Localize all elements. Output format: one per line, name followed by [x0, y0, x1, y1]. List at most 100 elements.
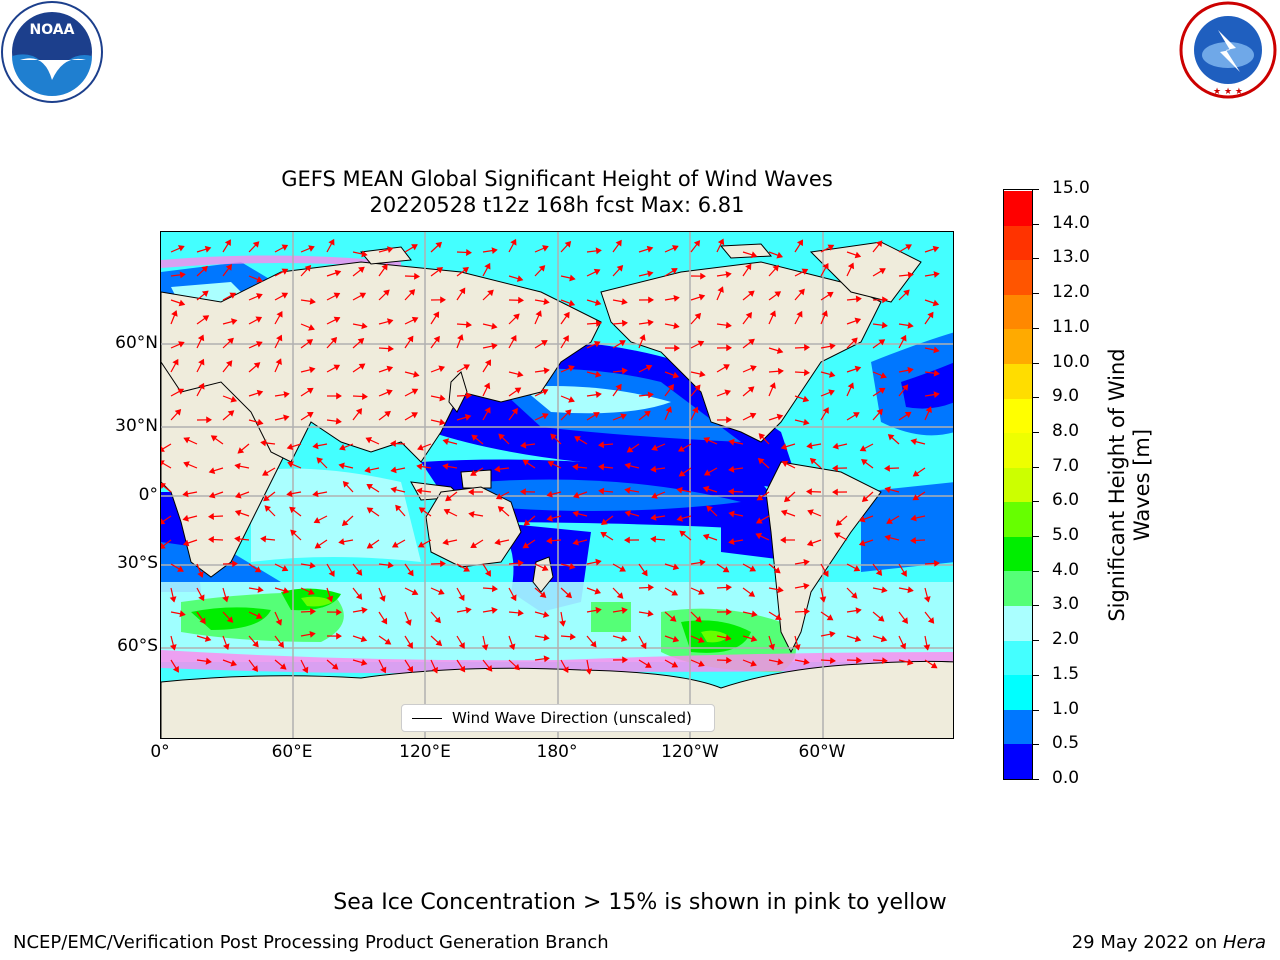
colorbar-segment	[1004, 709, 1032, 745]
wave-direction-arrowhead	[933, 346, 940, 354]
wave-direction-arrowhead	[225, 264, 232, 271]
wave-direction-arrowhead	[408, 289, 416, 296]
wave-direction-arrowhead	[283, 391, 290, 398]
wave-direction-arrowhead	[854, 317, 862, 325]
wave-direction-arrowhead	[717, 238, 725, 246]
wave-direction-arrowhead	[745, 263, 752, 271]
wave-direction-arrowhead	[777, 586, 784, 594]
wave-direction-arrowhead	[237, 447, 245, 454]
wave-direction-arrowhead	[535, 310, 542, 317]
wave-direction-arrowhead	[328, 238, 335, 246]
wave-direction-arrowhead	[879, 268, 886, 275]
wave-direction-arrowhead	[585, 668, 593, 675]
wave-direction-arrowhead	[590, 640, 597, 648]
wave-direction-arrowhead	[858, 515, 866, 523]
wave-direction-arrowhead	[316, 457, 324, 464]
wave-direction-arrowhead	[513, 663, 520, 671]
wave-direction-arrowhead	[826, 291, 834, 298]
wave-direction-arrowhead	[302, 666, 309, 674]
wave-direction-arrowhead	[829, 630, 836, 638]
wave-direction-arrowhead	[359, 292, 367, 299]
colorbar-tick-label: 10.0	[1052, 351, 1090, 372]
colorbar-tick-label: 5.0	[1052, 525, 1080, 546]
x-tick-120w: 120°W	[661, 742, 719, 762]
wave-direction-arrowhead	[161, 482, 167, 489]
wave-direction-arrowhead	[205, 657, 212, 665]
wave-direction-arrowhead	[881, 657, 888, 665]
footer-branch: NCEP/EMC/Verification Post Processing Pr…	[13, 932, 609, 953]
wave-direction-arrowhead	[595, 558, 602, 566]
wave-direction-arrowhead	[433, 335, 440, 343]
wave-direction-arrowhead	[572, 510, 579, 518]
wave-direction-arrowhead	[224, 239, 231, 246]
wave-direction-arrowhead	[769, 310, 777, 318]
wave-direction-arrowhead	[621, 367, 628, 375]
wave-direction-arrowhead	[183, 437, 191, 444]
wave-direction-arrowhead	[494, 465, 501, 473]
wave-direction-arrowhead	[725, 321, 732, 329]
legend-label: Wind Wave Direction (unscaled)	[452, 709, 692, 727]
wave-direction-arrowhead	[161, 542, 166, 549]
wave-direction-arrowhead	[202, 315, 210, 322]
wave-direction-arrowhead	[520, 488, 526, 496]
wave-direction-arrowhead	[262, 469, 269, 476]
wave-direction-arrowhead	[615, 239, 622, 247]
wave-direction-arrowhead	[804, 608, 810, 616]
wave-direction-arrowhead	[907, 658, 914, 666]
wave-direction-arrowhead	[728, 465, 735, 473]
wave-direction-arrowhead	[877, 615, 885, 622]
wave-direction-arrowhead	[804, 344, 810, 352]
wave-direction-arrowhead	[255, 612, 263, 619]
wave-direction-arrowhead	[543, 655, 550, 663]
wave-direction-arrowhead	[516, 275, 524, 282]
wave-direction-arrowhead	[619, 340, 626, 347]
wave-direction-arrowhead	[541, 413, 549, 420]
wave-direction-arrowhead	[832, 464, 838, 472]
wave-direction-arrowhead	[697, 340, 705, 347]
wave-direction-arrowhead	[565, 591, 573, 599]
wave-direction-arrowhead	[336, 608, 342, 616]
wave-direction-arrowhead	[903, 289, 910, 297]
wave-direction-arrowhead	[227, 337, 234, 345]
wave-direction-arrowhead	[366, 542, 374, 549]
wave-direction-arrowhead	[912, 494, 920, 501]
wave-direction-arrowhead	[177, 388, 185, 395]
wave-direction-arrowhead	[508, 643, 516, 651]
wave-direction-arrowhead	[622, 656, 628, 664]
wave-direction-arrowhead	[853, 565, 861, 572]
wave-direction-arrowhead	[161, 445, 165, 452]
wave-direction-arrowhead	[671, 661, 679, 668]
wave-direction-arrowhead	[700, 272, 706, 280]
wave-direction-arrowhead	[807, 509, 814, 516]
colorbar-tick	[1033, 431, 1039, 433]
wave-direction-arrowhead	[620, 413, 627, 420]
wave-direction-arrowhead	[726, 656, 732, 664]
wave-direction-arrowhead	[858, 539, 866, 547]
sea-ice-note: Sea Ice Concentration > 15% is shown in …	[333, 890, 947, 915]
svg-text:NOAA: NOAA	[30, 22, 75, 38]
wave-direction-arrowhead	[650, 465, 657, 473]
wave-direction-arrowhead	[875, 569, 883, 576]
wave-direction-arrowhead	[360, 659, 368, 666]
wave-direction-arrowhead	[470, 541, 477, 549]
wave-direction-arrowhead	[405, 619, 412, 626]
colorbar-tick	[1033, 223, 1039, 225]
wave-direction-arrowhead	[749, 565, 757, 572]
wave-direction-arrowhead	[671, 245, 679, 252]
wave-direction-arrowhead	[546, 537, 553, 545]
nws-logo: ★ ★ ★	[1178, 0, 1278, 100]
wave-direction-arrowhead	[252, 640, 259, 648]
wave-direction-arrowhead	[781, 460, 789, 468]
wave-direction-arrowhead	[366, 507, 374, 514]
colorbar-segment	[1004, 674, 1032, 710]
wave-direction-arrowhead	[442, 438, 450, 445]
wave-direction-arrowhead	[171, 310, 178, 317]
wave-direction-arrowhead	[517, 370, 524, 378]
wave-direction-arrowhead	[204, 635, 212, 642]
wave-direction-arrowhead	[438, 588, 445, 595]
colorbar-segment	[1004, 432, 1032, 468]
wave-direction-arrowhead	[256, 389, 264, 397]
wave-direction-arrowhead	[910, 514, 917, 522]
colorbar-tick	[1033, 501, 1039, 503]
wave-direction-arrowhead	[616, 264, 624, 272]
